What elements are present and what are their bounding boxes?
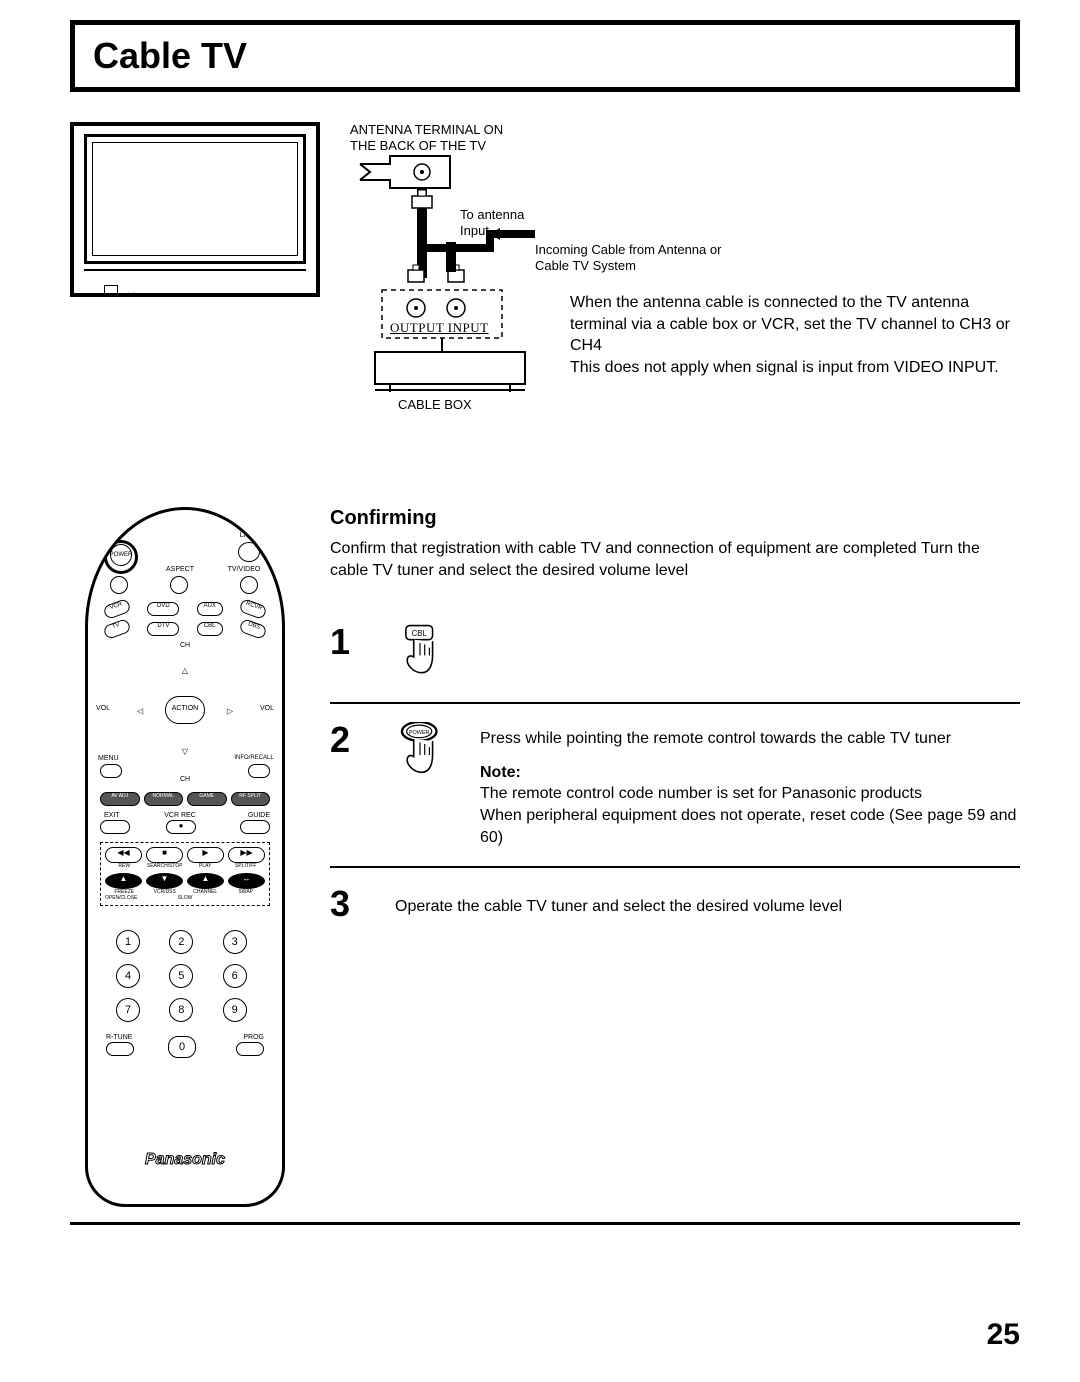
num-9: 9 (223, 998, 247, 1022)
dtv-device-button: DTV (147, 622, 179, 636)
num-5: 5 (169, 964, 193, 988)
vol-right-label: VOL (260, 705, 274, 712)
step-1: 1 CBL (330, 606, 1020, 702)
remote-control: POWER LIGHT ASPECT TV/VIDEO VCR DVD AUX … (85, 507, 285, 1207)
aux-device-button: AUX (197, 602, 223, 616)
step-2: 2 POWER Press while pointing the remote … (330, 702, 1020, 866)
cbl-badge-text: CBL (412, 629, 428, 638)
swap-button: ↔ (228, 873, 265, 889)
guide-label: GUIDE (248, 812, 270, 819)
confirming-intro: Confirm that registration with cable TV … (330, 538, 1020, 581)
num-7: 7 (116, 998, 140, 1022)
step-1-number: 1 (330, 624, 370, 660)
power-badge-text: POWER (409, 730, 430, 736)
rew-button: ◀◀ (105, 847, 142, 863)
num-8: 8 (169, 998, 193, 1022)
content-column: Confirming Confirm that registration wit… (330, 507, 1020, 1207)
aspect-label: ASPECT (160, 566, 200, 573)
vol-left-label: VOL (96, 705, 110, 712)
light-button-icon (238, 542, 260, 562)
recall-label: INFO/RECALL (228, 755, 280, 761)
num-6: 6 (223, 964, 247, 988)
menu-label: MENU (98, 755, 119, 762)
normal-button: NORMAL (144, 792, 184, 806)
vcrdss-button: ▼ (146, 873, 183, 889)
dvd-device-button: DVD (147, 602, 179, 616)
wiring-diagram: ANTENNA TERMINAL ON THE BACK OF THE TV T… (350, 122, 550, 482)
num-0: 0 (168, 1036, 196, 1058)
num-2: 2 (169, 930, 193, 954)
wiring-svg (350, 122, 730, 412)
rcvr-device-button: RCVR (238, 598, 267, 620)
power-label: POWER (106, 552, 136, 558)
action-button: ACTION (165, 696, 205, 724)
ch-label: CH (104, 642, 266, 649)
play-button: ▶ (187, 847, 224, 863)
step-2-note-heading: Note: (480, 762, 1020, 784)
prog-label: PROG (243, 1034, 264, 1041)
tv-device-button: TV (102, 618, 131, 640)
exit-label: EXIT (104, 812, 120, 819)
page-title-box: Cable TV (70, 20, 1020, 92)
step-1-icon: CBL (395, 624, 455, 684)
game-button: GAME (187, 792, 227, 806)
tv-illustration: ·· (70, 122, 330, 482)
rfsplit-button: RF SPLIT (231, 792, 271, 806)
remote-brand: Panasonic (88, 1151, 282, 1169)
vcrrec-label: VCR REC (160, 812, 200, 819)
step-3-number: 3 (330, 886, 370, 922)
channel-button: ▲ (187, 873, 224, 889)
step-3: 3 Operate the cable TV tuner and select … (330, 866, 1020, 940)
step-2-icon: POWER (395, 722, 455, 782)
dbs-device-button: DBS (238, 618, 267, 640)
cbl-device-button: CBL (197, 622, 223, 636)
main-columns: POWER LIGHT ASPECT TV/VIDEO VCR DVD AUX … (70, 507, 1020, 1225)
step-3-text: Operate the cable TV tuner and select th… (395, 896, 1020, 918)
vcr-device-button: VCR (102, 598, 131, 620)
stop-button: ■ (146, 847, 183, 863)
light-label: LIGHT (230, 532, 270, 539)
page-number: 25 (987, 1318, 1020, 1352)
num-4: 4 (116, 964, 140, 988)
step-2-note: The remote control code number is set fo… (480, 783, 1020, 848)
upper-section: ·· ANTENNA TERMINAL ON THE BACK OF THE T… (70, 122, 1020, 482)
page-title: Cable TV (93, 35, 997, 77)
freeze-button: ▲ (105, 873, 142, 889)
ff-button: ▶▶ (228, 847, 265, 863)
step-2-text: Press while pointing the remote control … (480, 728, 1020, 750)
step-2-number: 2 (330, 722, 370, 758)
num-3: 3 (223, 930, 247, 954)
avadj-button: AV ADJ (100, 792, 140, 806)
rtune-label: R-TUNE (106, 1034, 132, 1041)
confirming-heading: Confirming (330, 507, 1020, 530)
remote-column: POWER LIGHT ASPECT TV/VIDEO VCR DVD AUX … (70, 507, 300, 1207)
num-1: 1 (116, 930, 140, 954)
tvvideo-label: TV/VIDEO (222, 566, 266, 573)
